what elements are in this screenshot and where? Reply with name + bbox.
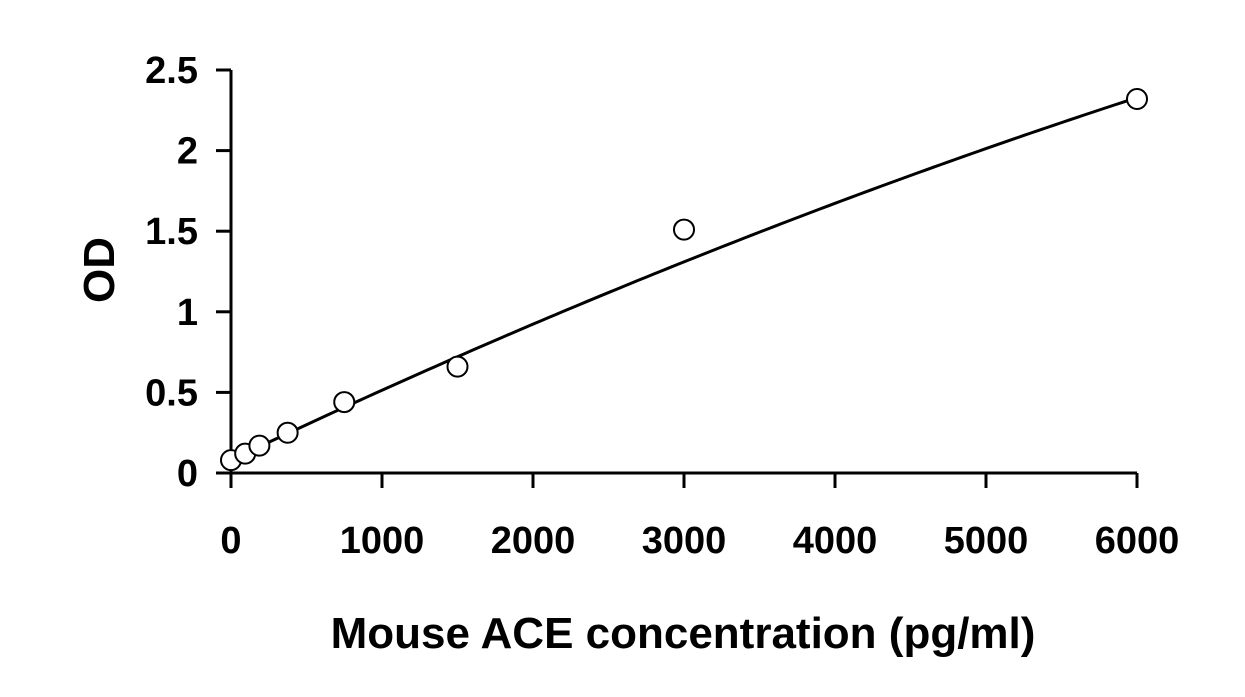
fit-curve [230,96,1138,462]
data-point [333,391,356,414]
data-point [276,421,299,444]
data-point [673,218,695,241]
y-ticks: 0 0.5 1 1.5 2 2.5 [145,50,231,495]
x-tick-label: 0 [220,520,241,562]
data-points [220,88,1148,472]
x-tick-label: 6000 [1095,520,1180,562]
x-tick-label: 1000 [340,520,425,562]
x-tick-label: 4000 [793,520,878,562]
data-point [1126,88,1148,111]
x-tick-label: 5000 [944,520,1029,562]
y-tick-label: 2 [177,131,198,173]
data-point [248,434,271,457]
y-tick-label: 2.5 [145,50,198,92]
y-tick-label: 1.5 [145,211,198,253]
y-tick-label: 0.5 [145,372,198,414]
y-axis-title: OD [75,237,124,303]
x-axis-title: Mouse ACE concentration (pg/ml) [331,609,1036,658]
axes [216,70,1137,475]
x-tick-label: 3000 [642,520,727,562]
x-tick-label: 2000 [491,520,576,562]
x-ticks: 0 1000 2000 3000 4000 5000 6000 [220,473,1179,562]
y-tick-label: 1 [177,292,198,334]
data-point [446,355,469,378]
y-tick-label: 0 [177,453,198,495]
